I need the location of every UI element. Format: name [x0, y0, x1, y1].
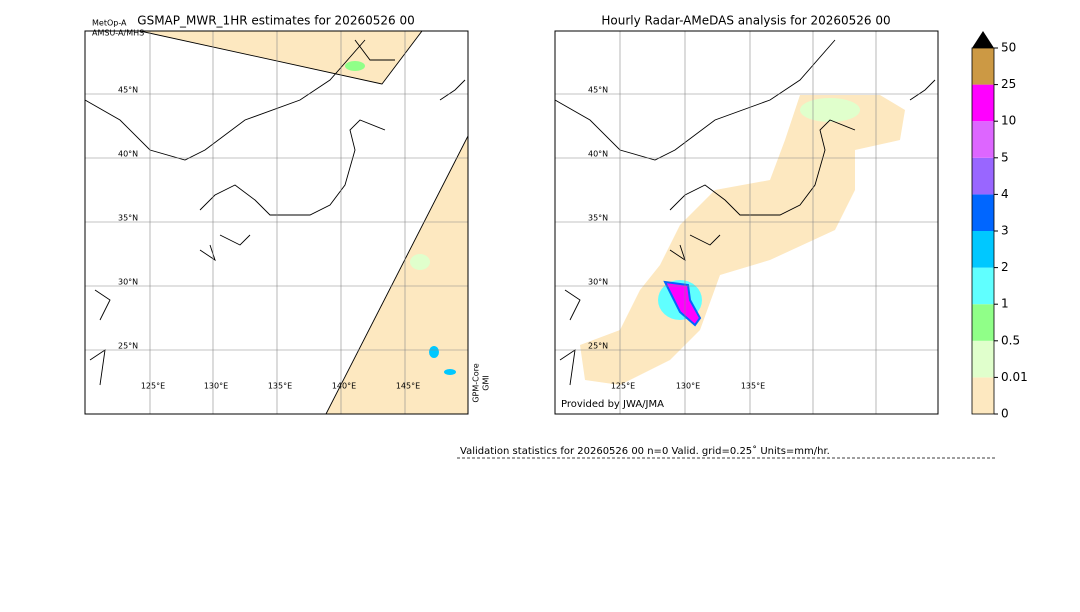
colorbar-label: 0 [1001, 407, 1009, 421]
swath-edge [325, 135, 468, 414]
lon-label: 130°E [676, 382, 700, 391]
rain-area [580, 95, 905, 385]
colorbar-label: 10 [1001, 114, 1016, 128]
rain-area [800, 98, 860, 122]
validation-text: Validation statistics for 20260526 00 n=… [460, 445, 830, 457]
sensor-label: AMSU-A/MHS [92, 29, 144, 38]
colorbar-label: 5 [1001, 150, 1009, 164]
lon-label: 125°E [141, 382, 165, 391]
lat-label: 25°N [118, 342, 138, 351]
lat-label: 25°N [588, 342, 608, 351]
swath-edge [139, 31, 423, 85]
colorbar-label: 0.5 [1001, 333, 1020, 347]
colorbar-segment [972, 194, 994, 231]
colorbar-segment [972, 340, 994, 378]
rain-area [663, 280, 702, 327]
colorbar-segment [972, 48, 994, 85]
lat-label: 35°N [118, 214, 138, 223]
rain-area [345, 61, 365, 71]
lat-label: 30°N [588, 278, 608, 287]
lon-label: 135°E [268, 382, 292, 391]
colorbar-label: 1 [1001, 297, 1009, 311]
colorbar-label: 2 [1001, 260, 1009, 274]
lat-label: 45°N [588, 86, 608, 95]
colorbar-extend [972, 31, 994, 48]
map-frame [554, 30, 939, 415]
lat-label: 40°N [588, 150, 608, 159]
colorbar-label: 50 [1001, 41, 1016, 55]
colorbar-segment [972, 377, 994, 414]
lat-label: 40°N [118, 150, 138, 159]
map-frame [84, 30, 469, 415]
colorbar-segment [972, 84, 994, 122]
left-map: 45°N 40°N 35°N 30°N 25°N 125°E 130°E 135°E 140°E… [84, 14, 491, 415]
colorbar-label: 0.01 [1001, 370, 1028, 384]
lon-label: 130°E [204, 382, 228, 391]
rain-area [429, 346, 439, 358]
lon-label: 145°E [396, 382, 420, 391]
rain-area [410, 254, 430, 270]
rain-area [444, 369, 456, 375]
credit: Provided by JWA/JMA [561, 399, 664, 410]
colorbar: 0 0.01 0.5 1 2 3 4 5 10 25 50 [971, 31, 1028, 421]
colorbar-segment [972, 157, 994, 195]
map-title: GSMAP_MWR_1HR estimates for 20260526 00 [137, 14, 414, 28]
map-title: Hourly Radar-AMeDAS analysis for 2026052… [601, 14, 890, 28]
lon-label: 125°E [611, 382, 635, 391]
sensor-label: GPM-Core [472, 363, 481, 402]
colorbar-segment [972, 267, 994, 305]
swath [140, 31, 422, 84]
colorbar-label: 25 [1001, 77, 1016, 91]
colorbar-label: 3 [1001, 224, 1009, 238]
sensor-label: GMI [482, 375, 491, 390]
lat-label: 45°N [118, 86, 138, 95]
lon-label: 140°E [332, 382, 356, 391]
lon-label: 135°E [741, 382, 765, 391]
lat-label: 30°N [118, 278, 138, 287]
right-map: 45°N 40°N 35°N 30°N 25°N 125°E 130°E 135°E Hour… [554, 14, 939, 415]
colorbar-label: 4 [1001, 187, 1009, 201]
colorbar-segment [972, 231, 994, 268]
lat-label: 35°N [588, 214, 608, 223]
colorbar-segment [972, 121, 994, 158]
colorbar-segment [972, 304, 994, 341]
sensor-label: MetOp-A [92, 19, 127, 28]
